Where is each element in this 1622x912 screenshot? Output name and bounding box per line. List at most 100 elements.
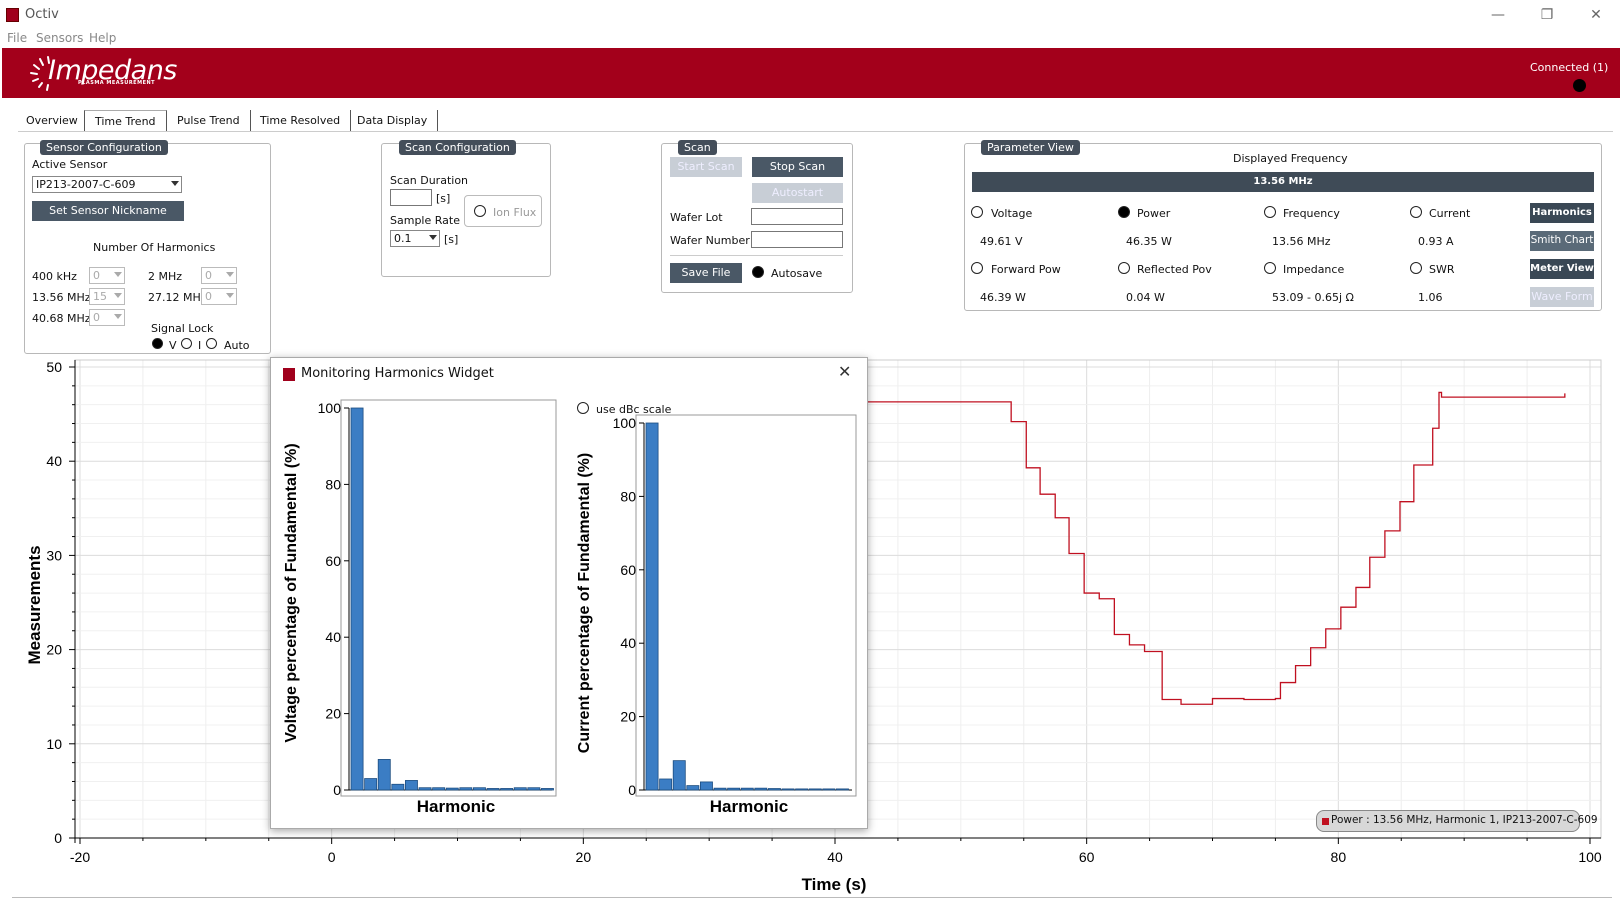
signal-lock-i-label: I <box>198 339 202 352</box>
autostart-button[interactable]: Autostart <box>752 183 843 203</box>
tab-time-trend[interactable]: Time Trend <box>84 110 167 132</box>
wafer-lot-input[interactable] <box>751 208 843 225</box>
bar-y-tick-label: 20 <box>620 709 636 725</box>
tab-bar-divider <box>18 131 1613 132</box>
header-banner <box>2 48 1620 98</box>
displayed-frequency-bar[interactable]: 13.56 MHz <box>972 172 1594 192</box>
y-tick-label: 50 <box>46 359 62 375</box>
close-button[interactable]: ✕ <box>1590 7 1602 23</box>
harmonics-charts[interactable]: 0 20 40 60 80 100 0 20 40 60 80 100 Voltage percen… <box>271 388 869 828</box>
dialog-close-icon[interactable]: ✕ <box>838 362 852 381</box>
smith-chart-button[interactable]: Smith Chart <box>1530 231 1594 251</box>
dbc-scale-radio[interactable] <box>577 402 589 414</box>
active-sensor-select[interactable]: IP213-2007-C-609 <box>32 176 182 193</box>
signal-lock-auto-label: Auto <box>224 339 250 352</box>
param-current-value: 0.93 A <box>1418 235 1454 248</box>
harmonic-bar <box>672 760 686 791</box>
x-tick-label: 40 <box>827 849 843 865</box>
harmonic-bar <box>350 407 364 791</box>
wave-form-button[interactable]: Wave Form <box>1530 287 1594 307</box>
freq-40mhz-value: 0 <box>93 311 100 324</box>
dbc-scale-label: use dBc scale <box>596 403 672 416</box>
x-tick-label: 20 <box>576 849 592 865</box>
voltage-chart-y-label: Voltage percentage of Fundamental (%) <box>283 443 300 742</box>
connection-indicator <box>1573 79 1586 92</box>
signal-lock-v-label: V <box>169 339 177 352</box>
sample-rate-select[interactable]: 0.1 <box>390 230 440 247</box>
harmonic-bar <box>727 787 741 791</box>
scan-duration-input[interactable] <box>390 189 432 206</box>
ion-flux-radio[interactable] <box>474 205 486 217</box>
harmonic-bar <box>364 778 378 791</box>
wafer-number-input[interactable] <box>751 231 843 248</box>
freq-400khz-select[interactable]: 0 <box>89 267 125 284</box>
y-tick-label: 0 <box>54 830 62 846</box>
bar-y-tick-label: 100 <box>613 415 637 431</box>
param-frequency-value: 13.56 MHz <box>1272 235 1331 248</box>
harmonic-bar <box>713 787 727 791</box>
autosave-radio[interactable] <box>752 266 764 278</box>
freq-400khz-value: 0 <box>93 269 100 282</box>
bar-y-tick-label: 0 <box>628 782 636 798</box>
wafer-lot-label: Wafer Lot <box>670 211 723 224</box>
param-swr-radio[interactable] <box>1410 262 1422 274</box>
param-power-label: Power <box>1137 207 1171 220</box>
bar-y-tick-label: 40 <box>325 629 341 645</box>
x-tick-label: -20 <box>70 849 90 865</box>
bar-y-tick-label: 100 <box>318 400 342 416</box>
parameter-view-group <box>964 143 1602 311</box>
param-impedance-radio[interactable] <box>1264 262 1276 274</box>
harmonic-bar <box>808 788 822 791</box>
param-power-radio[interactable] <box>1118 206 1130 218</box>
bar-y-tick-label: 0 <box>333 782 341 798</box>
set-sensor-nickname-button[interactable]: Set Sensor Nickname <box>32 201 184 221</box>
active-sensor-value: IP213-2007-C-609 <box>36 178 136 191</box>
legend-label: Power : 13.56 MHz, Harmonic 1, IP213-200… <box>1331 814 1598 826</box>
param-frequency-radio[interactable] <box>1264 206 1276 218</box>
chevron-down-icon <box>114 293 122 298</box>
scan-title: Scan <box>678 140 717 155</box>
param-impedance-label: Impedance <box>1283 263 1345 276</box>
stop-scan-button[interactable]: Stop Scan <box>752 157 843 177</box>
param-reflected-power-label: Reflected Pov <box>1137 263 1212 276</box>
minimize-button[interactable]: — <box>1491 7 1505 23</box>
save-file-button[interactable]: Save File <box>670 263 742 283</box>
meter-view-button[interactable]: Meter View <box>1530 259 1594 279</box>
freq-27mhz-select[interactable]: 0 <box>201 288 237 305</box>
param-reflected-power-radio[interactable] <box>1118 262 1130 274</box>
freq-40mhz-select[interactable]: 0 <box>89 309 125 326</box>
bar-y-tick-label: 80 <box>325 476 341 492</box>
menu-sensors[interactable]: Sensors <box>36 31 84 45</box>
tab-pulse-trend[interactable]: Pulse Trend <box>167 110 251 132</box>
tab-time-resolved[interactable]: Time Resolved <box>250 110 352 132</box>
signal-lock-v-radio[interactable] <box>152 338 163 349</box>
param-swr-label: SWR <box>1429 263 1455 276</box>
param-current-radio[interactable] <box>1410 206 1422 218</box>
dialog-app-icon <box>283 368 295 381</box>
signal-lock-i-radio[interactable] <box>181 338 192 349</box>
x-tick-label: 80 <box>1331 849 1347 865</box>
harmonic-bar <box>527 787 541 791</box>
param-forward-power-radio[interactable] <box>971 262 983 274</box>
scan-configuration-title: Scan Configuration <box>399 140 516 155</box>
y-tick-label: 10 <box>46 736 62 752</box>
ion-flux-box[interactable] <box>464 195 542 227</box>
menu-file[interactable]: File <box>7 31 28 45</box>
freq-13mhz-select[interactable]: 15 <box>89 288 125 305</box>
number-of-harmonics-label: Number Of Harmonics <box>93 241 216 254</box>
harmonics-button[interactable]: Harmonics <box>1530 203 1594 223</box>
bar-y-tick-label: 80 <box>620 488 636 504</box>
y-tick-label: 30 <box>46 547 62 563</box>
bar-plot-frame <box>340 399 557 797</box>
tab-overview[interactable]: Overview <box>26 114 78 127</box>
restore-button[interactable]: ❐ <box>1540 7 1554 23</box>
freq-2mhz-select[interactable]: 0 <box>201 267 237 284</box>
tab-data-display[interactable]: Data Display <box>347 110 439 132</box>
menu-help[interactable]: Help <box>89 31 117 45</box>
signal-lock-auto-radio[interactable] <box>206 338 217 349</box>
start-scan-button[interactable]: Start Scan <box>670 157 742 177</box>
param-voltage-value: 49.61 V <box>980 235 1023 248</box>
param-voltage-radio[interactable] <box>971 206 983 218</box>
param-swr-value: 1.06 <box>1418 291 1443 304</box>
